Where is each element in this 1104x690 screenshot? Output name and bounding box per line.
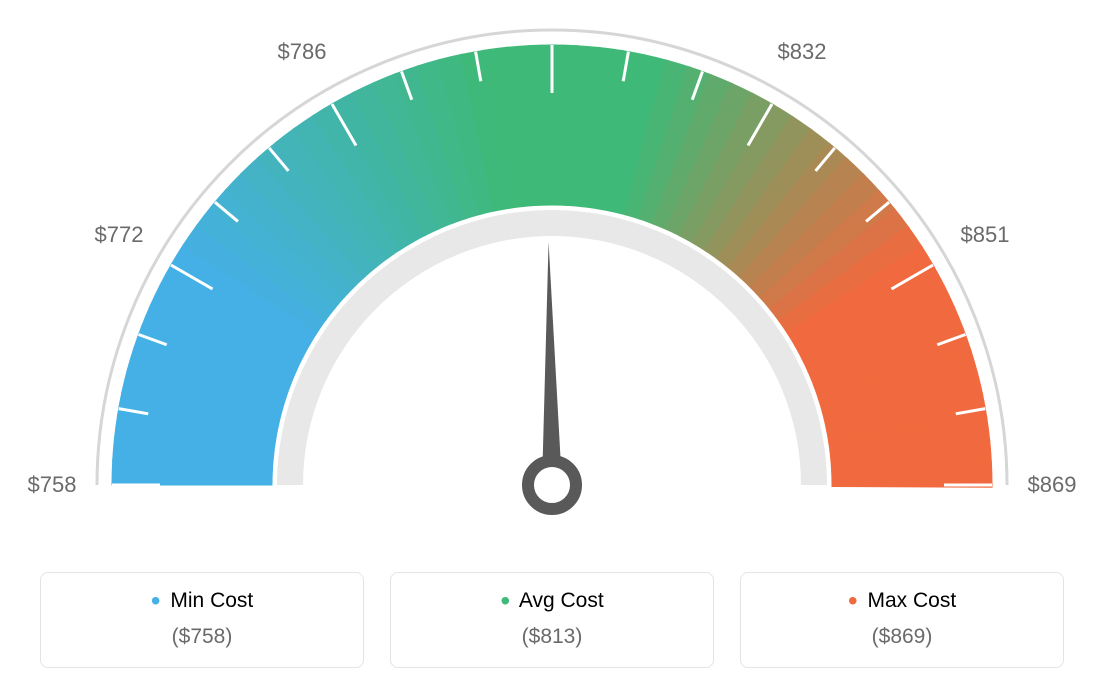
gauge-tick-label: $832 — [778, 39, 827, 65]
legend-label-max: Max Cost — [867, 589, 956, 612]
legend-card-avg: • Avg Cost ($813) — [390, 572, 714, 668]
gauge-tick-label: $758 — [28, 472, 77, 498]
gauge-tick-label: $772 — [95, 222, 144, 248]
legend-value-avg: ($813) — [401, 625, 703, 649]
legend-value-min: ($758) — [51, 625, 353, 649]
legend-title-min: • Min Cost — [51, 589, 353, 613]
gauge-svg — [0, 0, 1104, 560]
gauge-tick-label: $869 — [1028, 472, 1077, 498]
dot-icon: • — [151, 585, 161, 616]
legend-label-avg: Avg Cost — [519, 589, 604, 612]
gauge-tick-label: $851 — [961, 222, 1010, 248]
cost-gauge-chart: $758$772$786$813$832$851$869 • Min Cost … — [0, 0, 1104, 690]
legend-title-avg: • Avg Cost — [401, 589, 703, 613]
legend-card-max: • Max Cost ($869) — [740, 572, 1064, 668]
dot-icon: • — [848, 585, 858, 616]
legend-value-max: ($869) — [751, 625, 1053, 649]
legend-title-max: • Max Cost — [751, 589, 1053, 613]
legend-label-min: Min Cost — [170, 589, 253, 612]
legend-row: • Min Cost ($758) • Avg Cost ($813) • Ma… — [40, 572, 1064, 668]
legend-card-min: • Min Cost ($758) — [40, 572, 364, 668]
gauge-tick-label: $786 — [278, 39, 327, 65]
dot-icon: • — [500, 585, 510, 616]
gauge-area: $758$772$786$813$832$851$869 — [0, 0, 1104, 560]
